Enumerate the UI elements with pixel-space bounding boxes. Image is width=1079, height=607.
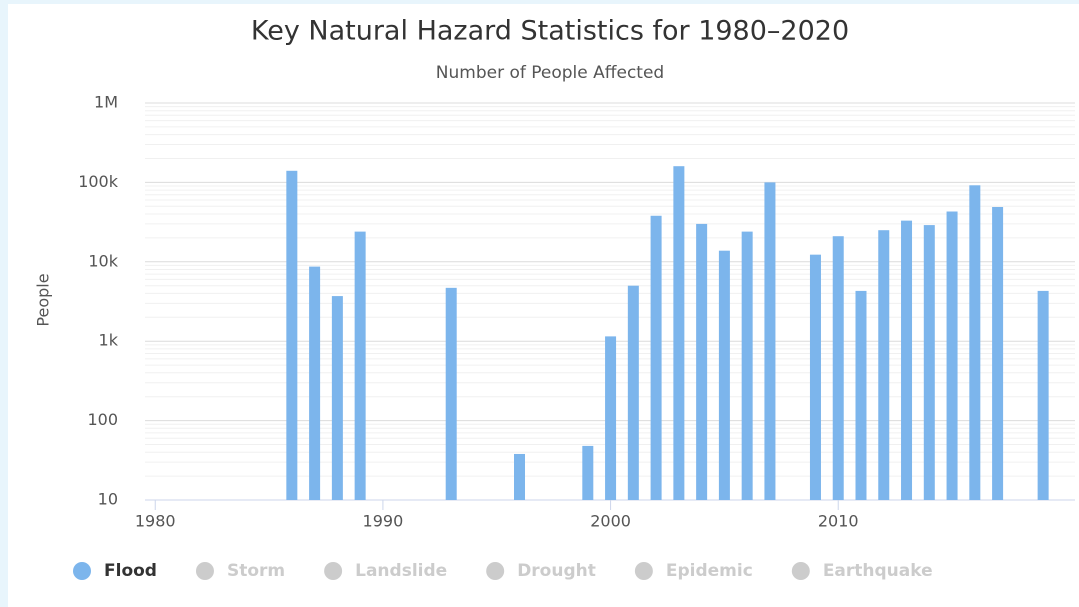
bar: [627, 285, 639, 500]
y-tick-label: 10k: [88, 251, 118, 270]
x-tick-label: 1980: [135, 512, 176, 531]
bar: [741, 231, 753, 501]
y-tick-label: 100k: [78, 172, 119, 191]
y-tick-label: 10: [98, 490, 118, 509]
legend-marker[interactable]: [791, 562, 810, 580]
bar: [855, 290, 867, 500]
bar: [445, 287, 457, 500]
bar: [946, 211, 958, 500]
y-tick-label: 100: [87, 410, 118, 429]
legend-marker[interactable]: [73, 562, 91, 580]
bar: [901, 220, 913, 500]
x-tick-label: 2000: [590, 512, 631, 531]
bar: [992, 206, 1004, 501]
bar: [832, 236, 844, 500]
legend-label[interactable]: Landslide: [355, 561, 447, 581]
bar: [354, 231, 366, 501]
bar: [605, 336, 617, 500]
y-axis-label: People: [34, 273, 53, 326]
bar: [969, 185, 981, 500]
y-tick-label: 1k: [99, 331, 119, 350]
bar: [809, 254, 821, 500]
bar: [878, 230, 890, 501]
legend-label[interactable]: Storm: [227, 561, 285, 581]
legend-marker[interactable]: [195, 562, 214, 580]
legend-marker[interactable]: [634, 562, 653, 580]
chart-title: Key Natural Hazard Statistics for 1980–2…: [251, 16, 849, 47]
bar: [673, 166, 685, 500]
bar: [718, 250, 730, 500]
x-tick-label: 1990: [363, 512, 404, 531]
legend-label[interactable]: Epidemic: [666, 561, 753, 581]
x-tick-label: 2010: [818, 512, 859, 531]
bar: [309, 266, 321, 500]
legend-label[interactable]: Flood: [104, 561, 157, 581]
chart-panel: [8, 4, 1079, 607]
chart-subtitle: Number of People Affected: [436, 63, 664, 83]
bar: [286, 170, 298, 501]
legend-marker[interactable]: [324, 562, 343, 580]
bar: [923, 225, 935, 500]
legend-label[interactable]: Earthquake: [823, 561, 933, 581]
bar: [764, 182, 776, 500]
y-tick-label: 1M: [94, 93, 118, 112]
bar: [331, 296, 343, 500]
legend-label[interactable]: Drought: [517, 561, 596, 581]
bar: [514, 453, 526, 500]
bar: [696, 223, 708, 500]
bar: [582, 445, 594, 500]
bar: [650, 215, 662, 500]
bar: [1037, 290, 1049, 500]
legend-marker[interactable]: [486, 562, 505, 580]
